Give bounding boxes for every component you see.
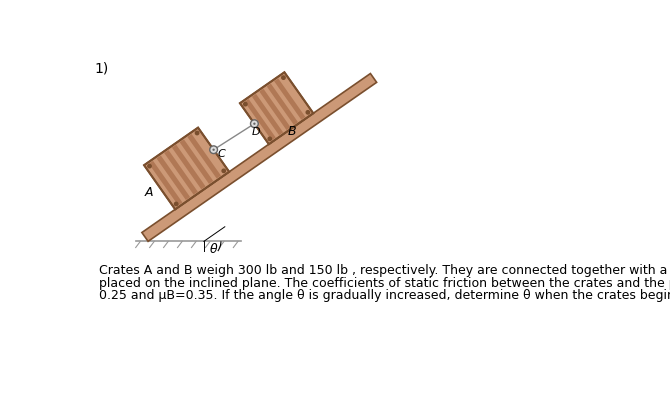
Polygon shape [144, 128, 229, 210]
Text: placed on the inclined plane. The coefficients of static friction between the cr: placed on the inclined plane. The coeffi… [99, 276, 670, 289]
Polygon shape [164, 151, 198, 195]
Polygon shape [180, 140, 213, 185]
Text: B: B [288, 125, 297, 138]
Polygon shape [240, 73, 314, 145]
Polygon shape [142, 75, 377, 242]
Circle shape [174, 203, 178, 206]
Circle shape [222, 170, 226, 173]
Text: C: C [217, 148, 225, 158]
Circle shape [212, 149, 215, 151]
Circle shape [253, 123, 255, 126]
Text: 1): 1) [94, 61, 109, 75]
Polygon shape [259, 90, 291, 131]
Text: A: A [145, 186, 153, 199]
Polygon shape [245, 100, 276, 141]
Text: 0.25 and μB=0.35. If the angle θ is gradually increased, determine θ when the cr: 0.25 and μB=0.35. If the angle θ is grad… [99, 288, 670, 301]
Circle shape [196, 132, 199, 135]
Circle shape [148, 165, 151, 168]
Polygon shape [274, 79, 306, 120]
Polygon shape [188, 135, 221, 179]
Polygon shape [267, 84, 298, 126]
Text: Crates A and B weigh 300 lb and 150 lb , respectively. They are connected togeth: Crates A and B weigh 300 lb and 150 lb ,… [99, 264, 670, 277]
Polygon shape [149, 162, 182, 206]
Polygon shape [172, 145, 206, 190]
Circle shape [210, 147, 218, 154]
Text: D: D [251, 127, 260, 137]
Text: θ: θ [210, 243, 218, 256]
Polygon shape [157, 156, 190, 200]
Circle shape [268, 138, 271, 141]
Circle shape [251, 121, 258, 128]
Circle shape [281, 77, 285, 80]
Polygon shape [252, 95, 283, 136]
Circle shape [244, 103, 247, 107]
Circle shape [306, 111, 310, 115]
